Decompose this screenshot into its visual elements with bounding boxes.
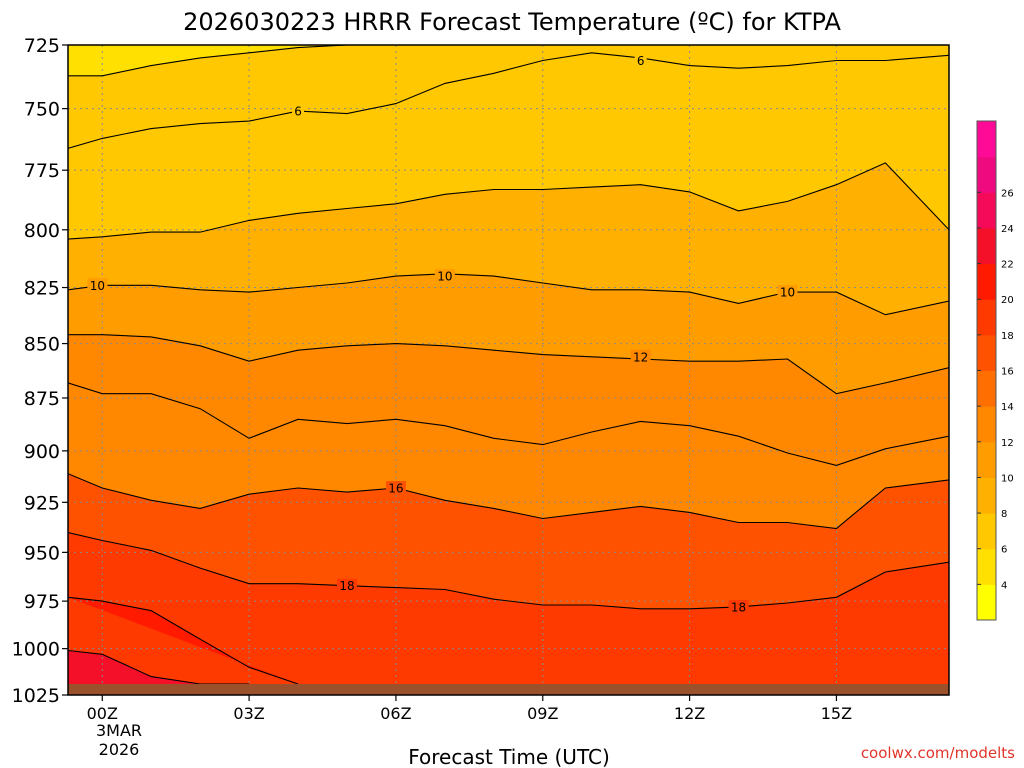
y-tick-label: 875 — [24, 388, 60, 410]
temperature-bands — [68, 45, 949, 695]
colorbar-swatch — [977, 156, 996, 193]
contour-label-bg — [87, 278, 108, 293]
chart-title: 2026030223 HRRR Forecast Temperature (ºC… — [183, 8, 841, 36]
x-tick-label: 12Z — [674, 704, 705, 723]
contour-line — [68, 162, 949, 240]
colorbar-swatch — [977, 477, 996, 514]
colorbar-label: 14 — [1001, 402, 1014, 413]
contour-line — [68, 52, 949, 149]
y-tick-label: 725 — [24, 35, 60, 57]
contour-label-bg — [728, 599, 749, 614]
y-tick-label: 850 — [24, 334, 60, 356]
colorbar-swatch — [977, 441, 996, 478]
colorbar-swatch — [977, 121, 996, 158]
contour-label-bg — [385, 481, 406, 496]
colorbar-label: 18 — [1001, 331, 1014, 342]
contour-label: 10 — [90, 279, 105, 293]
contour-label-bg — [777, 285, 798, 300]
contour-line — [68, 596, 299, 685]
y-tick-label: 1025 — [12, 685, 60, 707]
contour-label: 18 — [339, 579, 354, 593]
colorbar-label: 4 — [1001, 580, 1007, 591]
colorbar-swatch — [977, 299, 996, 336]
y-tick-label: 975 — [24, 591, 60, 613]
y-tick-label: 800 — [24, 220, 60, 242]
contour-label: 6 — [637, 54, 645, 68]
colorbar: 4 6 8 10 12 14 16 18 20 22 24 26 — [976, 120, 1014, 621]
colorbar-swatch — [977, 548, 996, 585]
colorbar-label: 10 — [1001, 473, 1014, 484]
contour-label-bg — [292, 104, 305, 119]
ground-surface — [68, 683, 949, 695]
contour-line — [68, 473, 949, 530]
y-tick-label: 775 — [24, 160, 60, 182]
colorbar-swatch — [977, 513, 996, 550]
contour-line — [68, 382, 949, 466]
x-tick-label: 09Z — [527, 704, 558, 723]
y-axis: 725 750 775 800 825 850 875 900 925 950 975 1000 102… — [12, 35, 68, 707]
colorbar-swatch — [977, 192, 996, 229]
x-tick-label: 06Z — [380, 704, 411, 723]
colorbar-swatch — [977, 263, 996, 300]
colorbar-label: 12 — [1001, 438, 1014, 449]
plot-frame — [67, 44, 950, 696]
colorbar-swatch — [977, 227, 996, 265]
y-tick-label: 900 — [24, 441, 60, 463]
contour-label-bg — [634, 53, 647, 68]
x-tick-label: 03Z — [233, 704, 264, 723]
y-tick-label: 950 — [24, 542, 60, 564]
y-tick-label: 1000 — [12, 639, 60, 661]
y-tick-label: 825 — [24, 278, 60, 300]
grid-lines — [68, 45, 949, 695]
colorbar-label: 8 — [1001, 509, 1007, 520]
colorbar-label: 22 — [1001, 260, 1014, 271]
x-date-year: 2026 — [99, 740, 140, 759]
contour-label: 10 — [437, 270, 452, 284]
y-tick-label: 925 — [24, 492, 60, 514]
x-axis: 00Z 03Z 06Z 09Z 12Z 15Z — [87, 695, 852, 723]
contour-label: 18 — [731, 600, 746, 614]
contour-label: 16 — [388, 482, 403, 496]
x-date-month: 3MAR — [96, 721, 142, 740]
contour-label-bg — [630, 349, 651, 364]
plot-area: 6 6 10 10 10 12 16 18 18 — [68, 45, 949, 695]
colorbar-label: 24 — [1001, 224, 1014, 235]
contour-line — [68, 334, 949, 395]
contour-line — [68, 45, 949, 77]
temperature-band — [68, 532, 949, 695]
contour-label-bg — [336, 578, 357, 593]
colorbar-label: 6 — [1001, 545, 1007, 556]
contour-label: 10 — [780, 286, 795, 300]
contour-label: 12 — [633, 350, 648, 364]
colorbar-label: 26 — [1001, 188, 1014, 199]
colorbar-swatch — [977, 584, 996, 621]
credit-text: coolwx.com/modelts — [861, 744, 1015, 762]
contour-labels: 6 6 10 10 10 12 16 18 18 — [87, 53, 798, 614]
colorbar-swatch — [977, 334, 996, 371]
colorbar-label: 20 — [1001, 295, 1014, 306]
contour-line — [68, 531, 949, 610]
contour-label-bg — [434, 269, 455, 284]
colorbar-swatch — [977, 406, 996, 443]
colorbar-swatch — [977, 370, 996, 407]
x-tick-label: 15Z — [821, 704, 852, 723]
x-tick-label: 00Z — [87, 704, 118, 723]
x-axis-title: Forecast Time (UTC) — [408, 745, 610, 768]
colorbar-label: 16 — [1001, 367, 1014, 378]
y-tick-label: 750 — [24, 99, 60, 121]
contour-label: 6 — [294, 105, 302, 119]
